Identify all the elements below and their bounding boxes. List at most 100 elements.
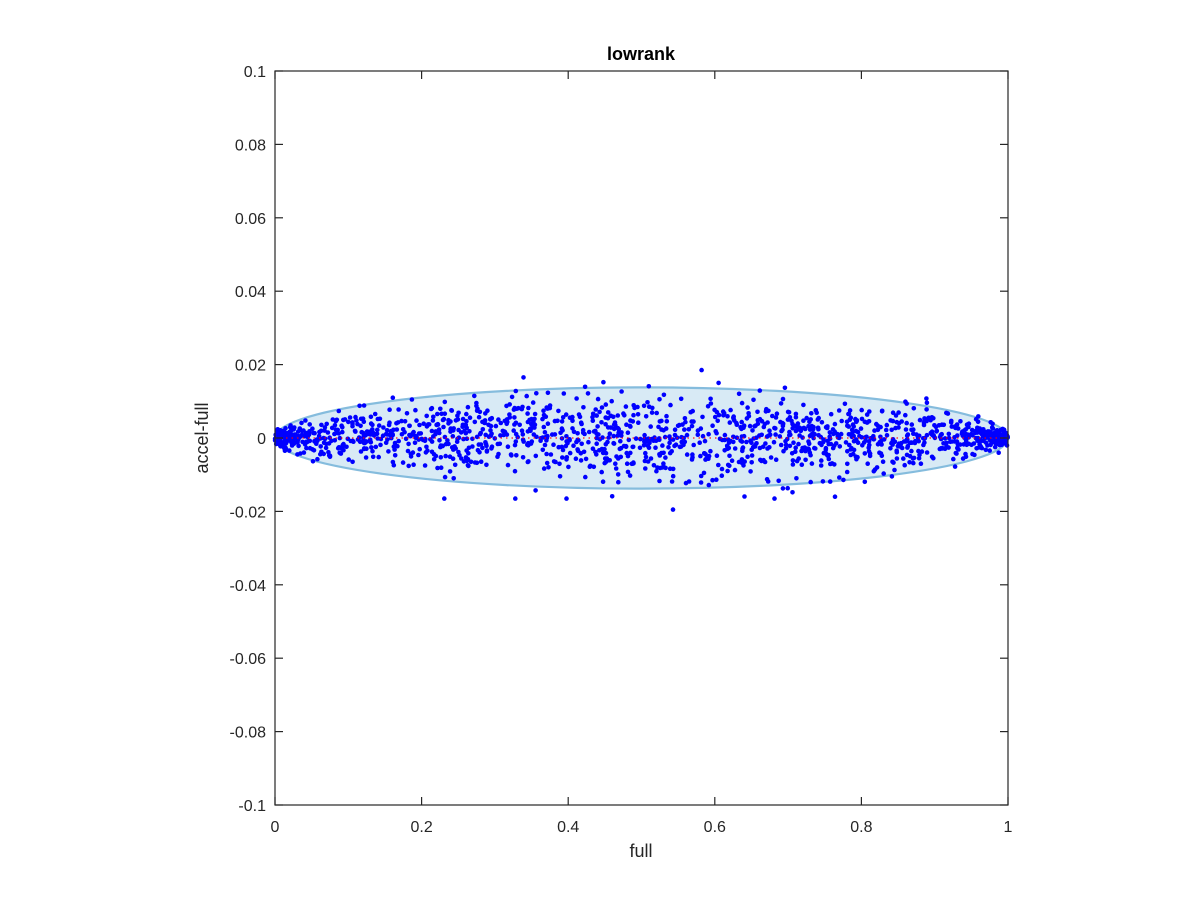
data-point (429, 405, 435, 411)
data-point (500, 428, 506, 434)
data-point (567, 415, 573, 421)
data-point (451, 426, 457, 431)
data-point (496, 417, 501, 422)
data-point (990, 426, 996, 431)
data-point (477, 431, 483, 437)
data-point (615, 472, 621, 477)
data-point (512, 442, 518, 448)
data-point (890, 459, 895, 465)
data-point (889, 474, 895, 479)
data-point (651, 463, 657, 468)
axes: 0 0.2 0.4 0.6 0.8 1 0.1 0.08 0.06 0.04 0.02 0 -0.02 -… (230, 64, 1013, 836)
data-point (599, 446, 605, 452)
data-point (904, 433, 910, 439)
data-point (336, 408, 342, 414)
data-point (889, 427, 894, 433)
data-point (404, 411, 410, 416)
data-point (371, 433, 377, 438)
data-point (799, 462, 805, 468)
data-point (590, 446, 596, 452)
data-point (484, 449, 490, 454)
data-point (396, 438, 402, 444)
data-point (656, 424, 661, 430)
data-point (970, 451, 975, 457)
data-point (613, 461, 618, 467)
data-point (793, 414, 799, 420)
data-point (916, 438, 921, 444)
data-point (969, 442, 974, 448)
data-point (504, 432, 510, 437)
data-point (388, 428, 394, 434)
data-point (944, 410, 949, 416)
data-point (429, 449, 435, 455)
data-point (695, 428, 701, 433)
data-point (460, 422, 466, 428)
y-tick-label: -0.06 (230, 651, 267, 668)
data-point (624, 422, 629, 428)
data-point (595, 424, 600, 429)
data-point (689, 423, 695, 429)
data-point (911, 406, 917, 411)
data-point (384, 428, 390, 433)
data-point (976, 445, 982, 450)
data-point (548, 452, 554, 457)
data-point (566, 464, 571, 470)
data-point (551, 459, 557, 464)
data-point (701, 470, 707, 476)
data-point (413, 407, 418, 413)
data-point (793, 411, 799, 417)
data-point (992, 444, 998, 450)
data-point (318, 444, 324, 449)
data-point (924, 407, 929, 412)
data-point (570, 426, 575, 431)
data-point (719, 466, 725, 472)
data-point (770, 413, 775, 419)
data-point (326, 453, 332, 458)
data-point (643, 454, 649, 460)
data-point (939, 445, 945, 451)
data-point (594, 441, 599, 447)
data-point (287, 429, 292, 435)
data-point (844, 469, 850, 475)
data-point (472, 419, 478, 425)
data-point (903, 399, 908, 405)
data-point (790, 458, 796, 463)
data-point (603, 422, 608, 427)
data-point (646, 384, 652, 389)
data-point (859, 416, 865, 422)
data-point (456, 410, 461, 416)
data-point (512, 405, 517, 411)
data-point (683, 419, 688, 425)
data-point (544, 438, 549, 443)
data-point (960, 429, 965, 435)
data-point (616, 479, 621, 485)
data-point (563, 412, 569, 417)
data-point (994, 432, 999, 438)
data-point (363, 439, 369, 445)
data-point (429, 428, 435, 434)
data-point (787, 415, 793, 420)
data-point (954, 422, 960, 427)
data-point (413, 435, 419, 441)
data-point (323, 445, 329, 451)
data-point (582, 384, 588, 390)
data-point (414, 418, 419, 423)
data-point (373, 444, 379, 450)
data-point (732, 446, 738, 451)
data-point (605, 425, 611, 430)
data-point (532, 416, 537, 422)
data-point (731, 414, 736, 419)
data-point (586, 429, 592, 435)
data-point (435, 421, 441, 427)
data-point (297, 426, 303, 431)
data-point (350, 438, 356, 444)
data-point (631, 460, 636, 465)
data-point (583, 456, 589, 462)
data-point (684, 452, 690, 457)
data-point (958, 419, 963, 424)
data-point (643, 450, 648, 456)
data-point (888, 446, 893, 451)
data-point (542, 430, 548, 435)
data-point (353, 414, 358, 420)
